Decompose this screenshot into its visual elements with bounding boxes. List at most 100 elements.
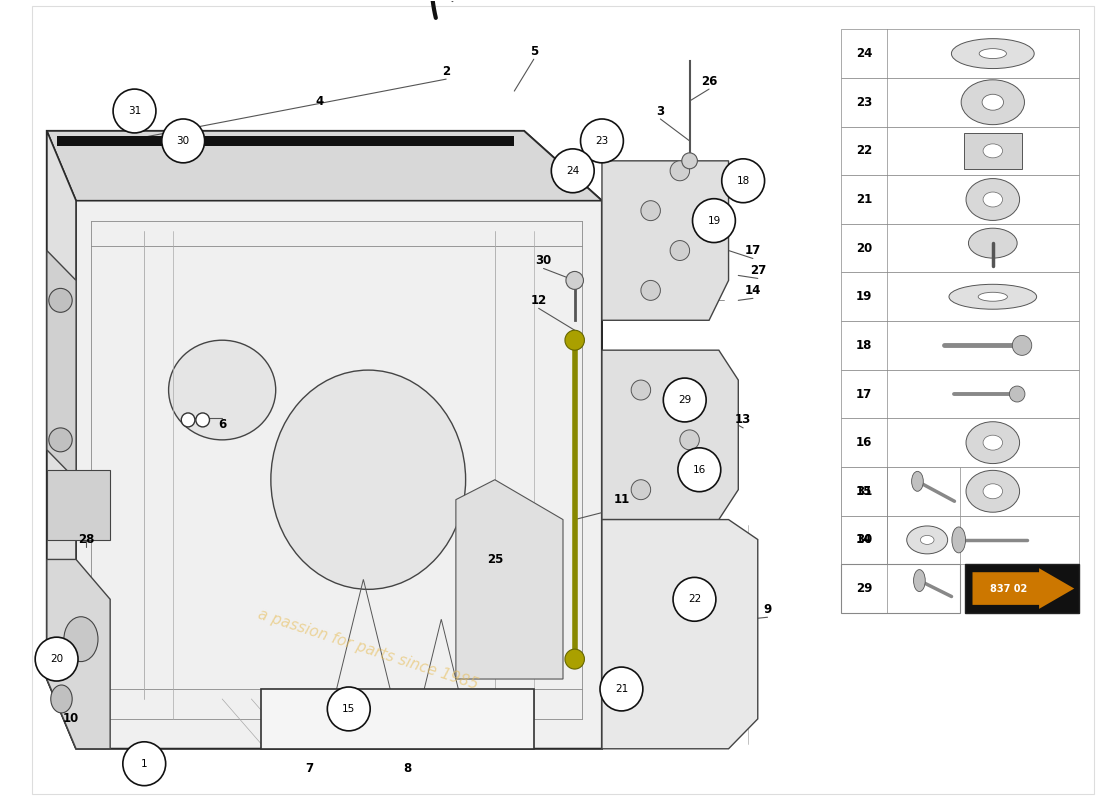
- Text: 22: 22: [856, 144, 872, 158]
- Ellipse shape: [271, 370, 465, 590]
- Polygon shape: [47, 559, 110, 749]
- Bar: [840, 515, 1079, 564]
- Ellipse shape: [968, 228, 1018, 258]
- Text: 14: 14: [856, 534, 872, 546]
- Text: 23: 23: [595, 136, 608, 146]
- Ellipse shape: [949, 284, 1036, 310]
- Text: 21: 21: [856, 193, 872, 206]
- Bar: [840, 78, 1079, 126]
- Text: 14: 14: [745, 284, 761, 297]
- Ellipse shape: [952, 38, 1034, 69]
- Bar: [964, 133, 1022, 169]
- Ellipse shape: [952, 527, 966, 553]
- Circle shape: [641, 281, 660, 300]
- Text: 30: 30: [536, 254, 551, 267]
- Text: 5: 5: [530, 45, 538, 58]
- Polygon shape: [47, 131, 76, 749]
- Polygon shape: [602, 519, 758, 749]
- Circle shape: [182, 413, 195, 427]
- Polygon shape: [602, 350, 738, 519]
- Circle shape: [631, 380, 650, 400]
- Ellipse shape: [966, 470, 1020, 512]
- Text: 31: 31: [856, 485, 872, 498]
- Text: 12: 12: [530, 294, 547, 307]
- Bar: [840, 273, 1079, 321]
- Circle shape: [48, 428, 73, 452]
- Text: 1: 1: [141, 758, 147, 769]
- Ellipse shape: [982, 94, 1003, 110]
- Circle shape: [641, 201, 660, 221]
- Polygon shape: [47, 470, 110, 539]
- Circle shape: [680, 430, 700, 450]
- Text: 18: 18: [737, 176, 750, 186]
- Ellipse shape: [983, 484, 1002, 498]
- Text: 27: 27: [749, 264, 766, 277]
- Circle shape: [600, 667, 642, 711]
- Polygon shape: [602, 161, 728, 320]
- Text: 23: 23: [856, 96, 872, 109]
- Circle shape: [196, 413, 209, 427]
- Circle shape: [565, 330, 584, 350]
- Text: 30: 30: [856, 534, 872, 546]
- Text: 17: 17: [856, 387, 872, 401]
- Bar: [261, 689, 534, 749]
- Text: 7: 7: [306, 762, 313, 775]
- Polygon shape: [47, 250, 76, 480]
- Text: 20: 20: [50, 654, 63, 664]
- Circle shape: [663, 378, 706, 422]
- Text: 4: 4: [316, 94, 323, 107]
- Text: 17: 17: [745, 244, 761, 257]
- Text: 8: 8: [403, 762, 411, 775]
- Circle shape: [1012, 335, 1032, 355]
- Bar: [840, 175, 1079, 224]
- Text: EUROCARS: EUROCARS: [72, 354, 666, 446]
- Text: 6: 6: [218, 418, 227, 431]
- Ellipse shape: [966, 422, 1020, 463]
- Ellipse shape: [979, 49, 1006, 58]
- Bar: [840, 467, 1079, 515]
- Text: 18: 18: [856, 339, 872, 352]
- Ellipse shape: [978, 292, 1008, 302]
- Circle shape: [35, 637, 78, 681]
- Ellipse shape: [906, 526, 947, 554]
- Ellipse shape: [921, 535, 934, 544]
- Circle shape: [673, 578, 716, 622]
- Bar: [840, 467, 960, 515]
- Ellipse shape: [64, 617, 98, 662]
- Text: 29: 29: [678, 395, 692, 405]
- Circle shape: [670, 161, 690, 181]
- Text: 10: 10: [63, 712, 79, 726]
- Text: 13: 13: [735, 414, 751, 426]
- Text: 19: 19: [856, 290, 872, 303]
- Circle shape: [682, 153, 697, 169]
- Circle shape: [162, 119, 205, 163]
- Polygon shape: [972, 568, 1075, 609]
- Ellipse shape: [966, 178, 1020, 221]
- Circle shape: [565, 271, 583, 290]
- Ellipse shape: [168, 340, 276, 440]
- Text: 31: 31: [128, 106, 141, 116]
- Text: 3: 3: [657, 105, 664, 118]
- Polygon shape: [47, 131, 602, 749]
- Ellipse shape: [51, 685, 73, 713]
- Text: 11: 11: [614, 493, 629, 506]
- Text: 837 02: 837 02: [990, 583, 1026, 594]
- Circle shape: [670, 241, 690, 261]
- Bar: [840, 321, 1079, 370]
- Text: 28: 28: [78, 533, 94, 546]
- Text: 30: 30: [177, 136, 190, 146]
- Bar: [965, 564, 1079, 613]
- Ellipse shape: [914, 570, 925, 591]
- Text: 26: 26: [701, 74, 717, 88]
- Bar: [840, 126, 1079, 175]
- Polygon shape: [455, 480, 563, 679]
- Ellipse shape: [961, 80, 1024, 125]
- Text: 2: 2: [442, 65, 450, 78]
- Text: 15: 15: [342, 704, 355, 714]
- Polygon shape: [47, 131, 602, 201]
- Text: 25: 25: [486, 553, 503, 566]
- Circle shape: [722, 159, 764, 202]
- Bar: [840, 515, 960, 564]
- Circle shape: [551, 149, 594, 193]
- Text: 29: 29: [856, 582, 872, 595]
